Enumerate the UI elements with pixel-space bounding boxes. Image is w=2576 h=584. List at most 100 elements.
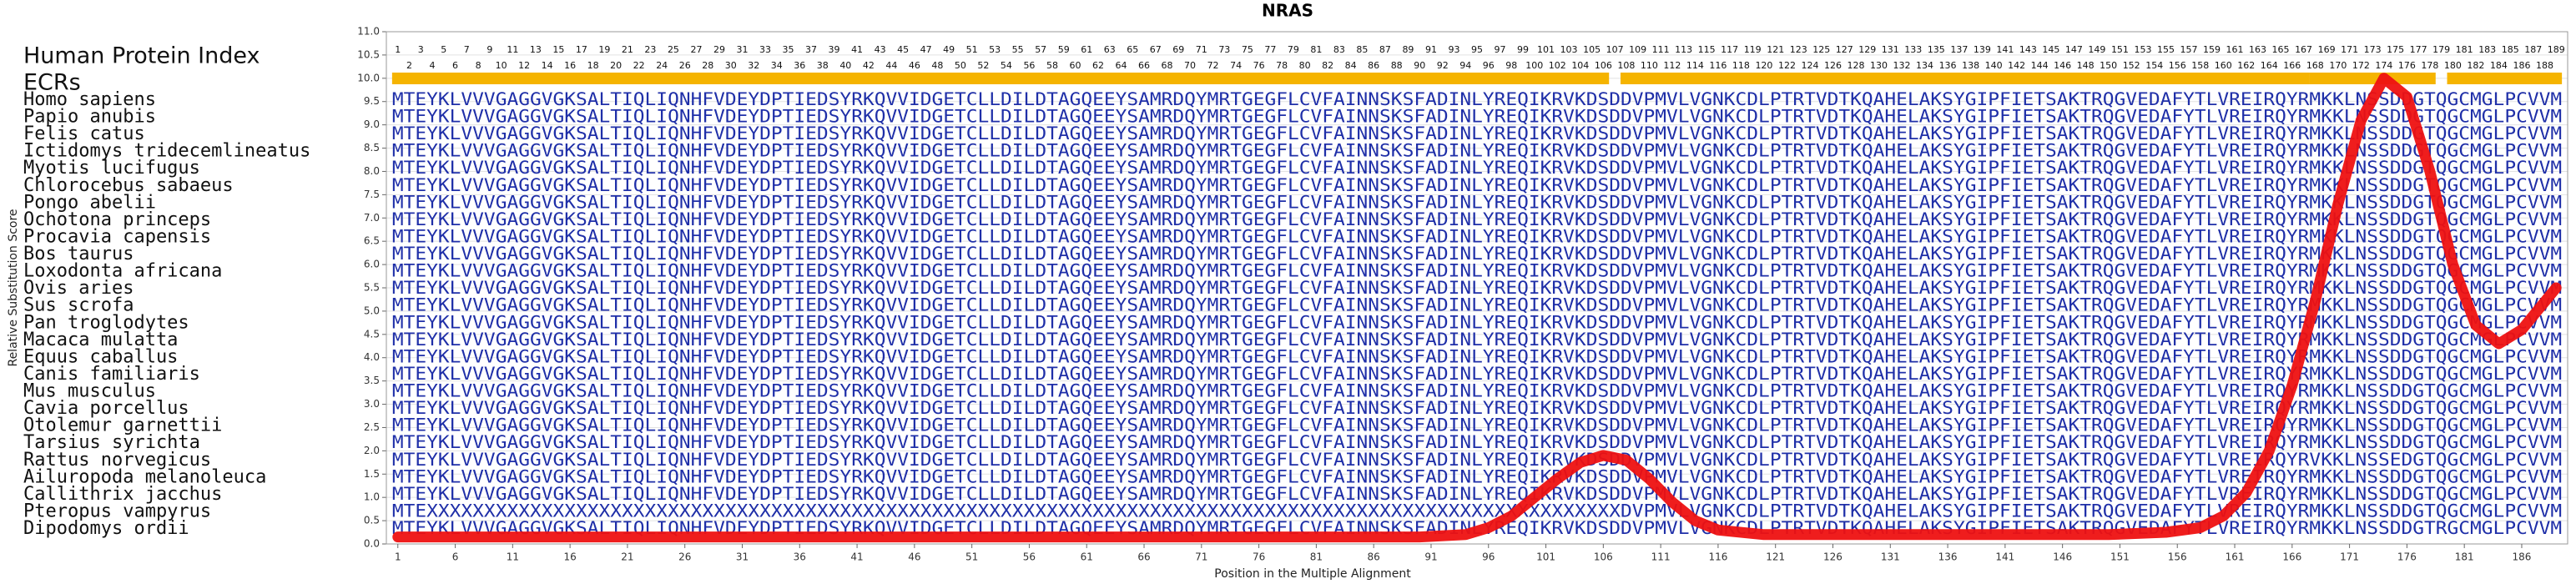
protein-index: 135: [1928, 44, 1945, 55]
protein-index: 77: [1264, 44, 1276, 55]
protein-index: 83: [1333, 44, 1345, 55]
y-axis-label: Relative Substitution Score: [7, 209, 20, 366]
protein-index: 62: [1092, 60, 1104, 71]
protein-index: 159: [2203, 44, 2221, 55]
protein-index: 171: [2341, 44, 2358, 55]
x-tick-label: 151: [2110, 551, 2130, 563]
protein-index: 115: [1698, 44, 1716, 55]
sequence: MTEYKLVVVGAGGVGKSALTIQLIQNHFVDEYDPTIEDSY…: [392, 244, 2562, 264]
protein-index: 128: [1848, 60, 1865, 71]
protein-index: 183: [2478, 44, 2496, 55]
y-tick-label: 8.0: [364, 165, 380, 177]
protein-index: 112: [1663, 60, 1681, 71]
protein-index: 33: [759, 44, 771, 55]
protein-index: 53: [989, 44, 1001, 55]
protein-index: 3: [418, 44, 424, 55]
protein-index: 34: [771, 60, 783, 71]
x-tick-label: 136: [1938, 551, 1958, 563]
y-tick-label: 1.0: [364, 491, 380, 503]
species-name: Myotis lucifugus: [23, 158, 200, 179]
protein-index: 154: [2145, 60, 2163, 71]
y-tick-label: 2.0: [364, 445, 380, 456]
species-name: Papio anubis: [23, 107, 156, 128]
species-name: Bos taurus: [23, 244, 134, 264]
protein-index: 67: [1150, 44, 1162, 55]
species-name: Pongo abelii: [23, 192, 156, 213]
protein-index: 12: [518, 60, 530, 71]
protein-index: 152: [2123, 60, 2140, 71]
protein-index: 188: [2536, 60, 2553, 71]
x-tick-label: 41: [850, 551, 863, 563]
protein-index: 127: [1836, 44, 1853, 55]
protein-index: 1: [395, 44, 401, 55]
protein-index: 105: [1583, 44, 1601, 55]
protein-index: 40: [839, 60, 851, 71]
y-tick-label: 1.5: [364, 468, 380, 480]
protein-index: 38: [817, 60, 829, 71]
protein-index: 132: [1893, 60, 1911, 71]
species-name: Ochotona princeps: [23, 209, 211, 230]
protein-index: 185: [2502, 44, 2519, 55]
protein-index: 144: [2031, 60, 2049, 71]
protein-index: 50: [955, 60, 966, 71]
protein-index: 46: [909, 60, 920, 71]
protein-index: 92: [1437, 60, 1449, 71]
protein-index: 48: [931, 60, 943, 71]
protein-index: 28: [702, 60, 713, 71]
x-tick-label: 51: [965, 551, 978, 563]
protein-index: 107: [1606, 44, 1624, 55]
x-tick-label: 161: [2226, 551, 2245, 563]
protein-index: 155: [2157, 44, 2175, 55]
protein-index: 69: [1172, 44, 1184, 55]
protein-index: 146: [2054, 60, 2071, 71]
protein-index: 145: [2042, 44, 2059, 55]
protein-index: 88: [1391, 60, 1403, 71]
protein-index: 163: [2249, 44, 2266, 55]
protein-index: 157: [2180, 44, 2197, 55]
protein-index: 149: [2088, 44, 2105, 55]
protein-index: 36: [794, 60, 805, 71]
species-name: Mus musculus: [23, 381, 156, 402]
protein-index: 17: [576, 44, 587, 55]
protein-index: 32: [748, 60, 759, 71]
protein-index: 64: [1116, 60, 1127, 71]
species-name: Chlorocebus sabaeus: [23, 175, 234, 196]
protein-index: 117: [1721, 44, 1738, 55]
x-tick-label: 146: [2053, 551, 2072, 563]
sequence: MTEXXXXXXXXXXXXXXXXXXXXXXXXXXXXXXXXXXXXX…: [392, 501, 2562, 521]
protein-index: 137: [1950, 44, 1968, 55]
x-tick-label: 176: [2397, 551, 2417, 563]
protein-index: 160: [2215, 60, 2232, 71]
x-tick-label: 111: [1651, 551, 1671, 563]
protein-index: 56: [1023, 60, 1035, 71]
x-tick-label: 16: [563, 551, 576, 563]
protein-index: 177: [2410, 44, 2427, 55]
protein-index: 94: [1459, 60, 1471, 71]
protein-index: 72: [1207, 60, 1219, 71]
ecr-bar: [2309, 73, 2436, 84]
protein-index: 27: [690, 44, 702, 55]
protein-index: 24: [656, 60, 668, 71]
species-name: Canis familiaris: [23, 364, 200, 385]
protein-index: 186: [2513, 60, 2530, 71]
protein-index: 120: [1755, 60, 1772, 71]
y-tick-label: 11.0: [357, 26, 380, 38]
x-tick-label: 186: [2513, 551, 2532, 563]
protein-index: 57: [1035, 44, 1046, 55]
sequence: MTEYKLVVVGAGGVGKSALTIQLIQNHFVDEYDPTIEDSY…: [392, 312, 2562, 332]
species-name: Pan troglodytes: [23, 312, 189, 333]
protein-index: 189: [2548, 44, 2565, 55]
protein-index: 61: [1081, 44, 1092, 55]
protein-index: 86: [1368, 60, 1379, 71]
x-tick-label: 46: [908, 551, 920, 563]
x-tick-label: 166: [2282, 551, 2301, 563]
protein-index: 118: [1732, 60, 1750, 71]
sequence: MTEYKLVVVGAGGVGKSALTIQLIQNHFVDEYDPTIEDSY…: [392, 415, 2562, 435]
y-tick-label: 8.5: [364, 142, 380, 154]
species-name: Otolemur garnettii: [23, 415, 222, 436]
protein-index: 78: [1276, 60, 1288, 71]
protein-index: 75: [1242, 44, 1253, 55]
sequence: MTEYKLVVVGAGGVGKSALTIQLIQNHFVDEYDPTIEDSY…: [392, 89, 2562, 109]
protein-index: 134: [1916, 60, 1933, 71]
